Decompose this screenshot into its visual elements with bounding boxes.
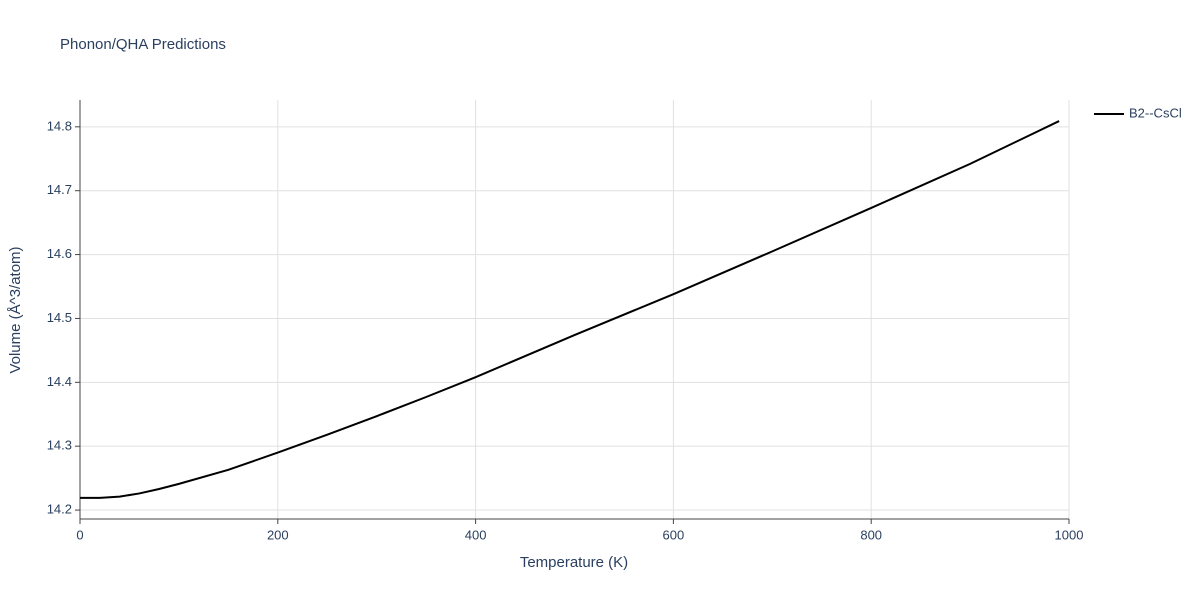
x-tick-label: 200 xyxy=(267,527,289,542)
y-axis-label: Volume (Å^3/atom) xyxy=(7,246,24,373)
y-tick-label: 14.2 xyxy=(47,501,72,516)
y-tick-label: 14.6 xyxy=(47,246,72,261)
x-tick-label: 1000 xyxy=(1055,527,1084,542)
x-tick-label: 800 xyxy=(860,527,882,542)
y-tick-label: 14.7 xyxy=(47,182,72,197)
x-tick-label: 0 xyxy=(76,527,83,542)
y-tick-label: 14.5 xyxy=(47,310,72,325)
legend-label: B2--CsCl xyxy=(1129,105,1182,120)
y-tick-label: 14.3 xyxy=(47,438,72,453)
line xyxy=(80,120,1060,499)
x-axis-label: Temperature (K) xyxy=(520,554,628,571)
y-tick-label: 14.8 xyxy=(47,118,72,133)
x-tick-label: 400 xyxy=(465,527,487,542)
x-tick-label: 600 xyxy=(663,527,685,542)
y-tick-label: 14.4 xyxy=(47,374,72,389)
chart-title: Phonon/QHA Predictions xyxy=(60,36,226,53)
